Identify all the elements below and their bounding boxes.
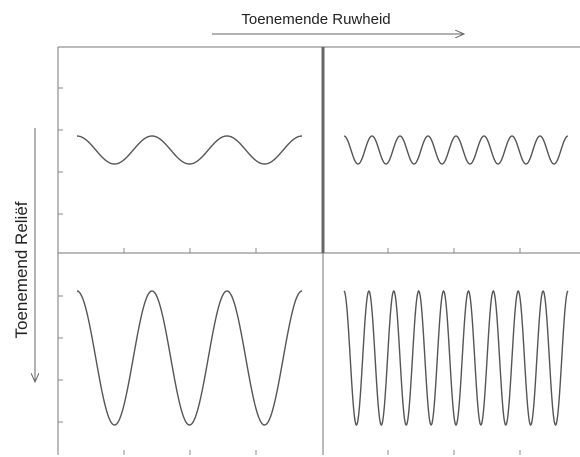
left-axis-label: Toenemend Reliëf (12, 201, 31, 338)
panel-high-relief-low-roughness-wave (76, 290, 303, 426)
tick-marks (58, 87, 521, 455)
top-axis-label: Toenemende Ruwheid (241, 11, 390, 28)
panel-low-relief-high-roughness-wave (343, 135, 569, 165)
panel-grid (57, 46, 580, 455)
panel-low-relief-low-roughness-wave (76, 135, 303, 165)
waves-layer (76, 135, 569, 427)
panel-high-relief-high-roughness-wave (343, 289, 569, 427)
